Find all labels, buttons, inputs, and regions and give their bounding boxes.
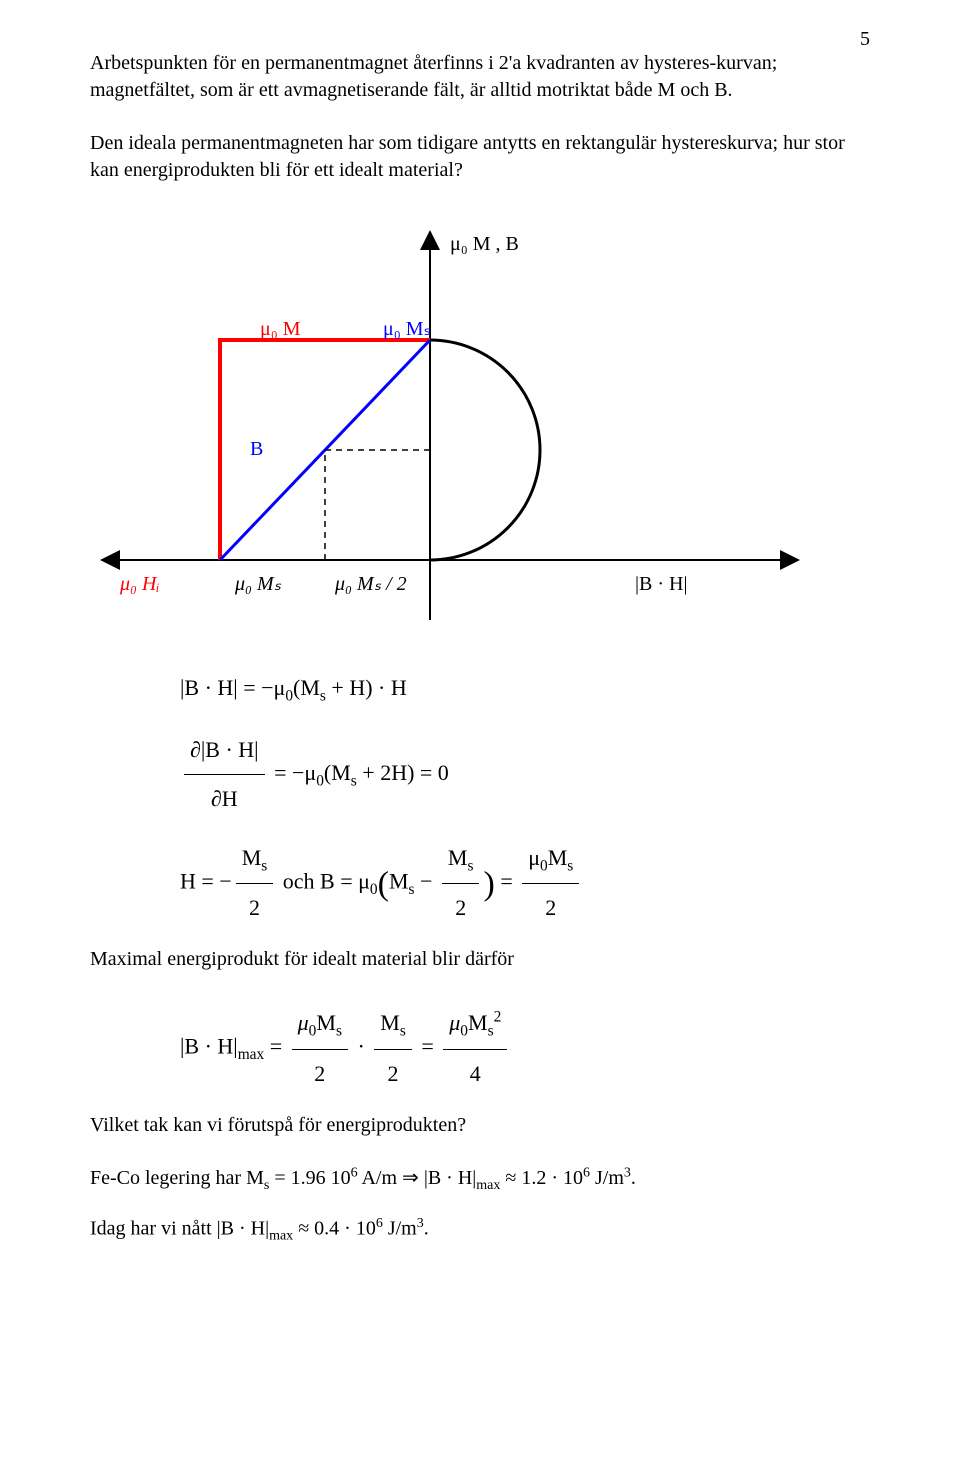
- eq4-n2s: s: [400, 1023, 406, 1040]
- eq2-rhs1: = −μ: [269, 760, 317, 785]
- eq3-den2: 2: [442, 884, 480, 932]
- eq2-paren: (M: [324, 760, 351, 785]
- eq2-frac: ∂|B · H| ∂H: [184, 726, 265, 824]
- paragraph-5: Fe-Co legering har Ms = 1.96 106 A/m ⇒ |…: [90, 1165, 870, 1194]
- eq4-d2: 2: [374, 1050, 412, 1098]
- eq3-num3: M: [548, 845, 568, 870]
- eq2-num: ∂|B · H|: [184, 726, 265, 775]
- p5-max: max: [476, 1178, 500, 1193]
- p6-unit: J/m: [383, 1218, 417, 1240]
- p6-unitexp: 3: [417, 1216, 424, 1231]
- paragraph-2: Den ideala permanentmagneten har som tid…: [90, 130, 870, 184]
- p5-pre: Fe-Co legering har M: [90, 1167, 264, 1189]
- eq4-max: max: [238, 1046, 265, 1063]
- eq1-plus: + H) · H: [326, 675, 407, 700]
- p6-exp: 6: [376, 1216, 383, 1231]
- p5-unitexp: 3: [624, 1165, 631, 1180]
- eq3-frac3: μ0Ms 2: [522, 834, 579, 933]
- eq3-openp: (: [378, 865, 389, 902]
- eq3-pre: H = −: [180, 868, 232, 893]
- eq4-n3exp: 2: [494, 1009, 502, 1026]
- eq3-num2: M: [448, 845, 468, 870]
- eq3-num2s: s: [467, 857, 473, 874]
- eq3-den3: 2: [522, 884, 579, 932]
- eq1-sub0: 0: [285, 687, 293, 704]
- eq4-n1: M: [316, 1010, 336, 1035]
- eq3-frac2: Ms 2: [442, 834, 480, 933]
- svg-text:μ₀ Hᵢ: μ₀ Hᵢ: [119, 573, 160, 595]
- eq2-sub0: 0: [316, 772, 324, 789]
- eq3-frac1: Ms 2: [236, 834, 274, 933]
- svg-text:μ₀ Mₛ / 2: μ₀ Mₛ / 2: [334, 573, 407, 595]
- hysteresis-diagram: μ₀ M , B μ₀ M μ₀ Mₛ B μ₀ Hᵢ μ₀ Mₛ μ₀ Mₛ …: [90, 220, 810, 640]
- eq3-eq: =: [495, 868, 518, 893]
- eq3-ms: M: [389, 868, 409, 893]
- p5-unit: J/m: [590, 1167, 624, 1189]
- equation-4: |B · H|max = μ0Ms 2 · Ms 2 = μ0Ms2 4: [180, 999, 870, 1098]
- paragraph-1: Arbetspunkten för en permanentmagnet åte…: [90, 50, 870, 104]
- page-number: 5: [860, 28, 870, 51]
- p6-pre: Idag har vi nått: [90, 1218, 217, 1240]
- eq4-dot: ·: [352, 1034, 370, 1059]
- eq4-n2: M: [380, 1010, 400, 1035]
- svg-text:|B · H|: |B · H|: [635, 573, 687, 595]
- eq4-n1s: s: [336, 1023, 342, 1040]
- eq4-d1: 2: [292, 1050, 348, 1098]
- p5-mid2: A/m ⇒: [358, 1167, 424, 1189]
- eq3-num3pre: μ: [528, 845, 540, 870]
- eq2-den: ∂H: [184, 775, 265, 823]
- eq3-den: 2: [236, 884, 274, 932]
- p5-exp2: 6: [583, 1165, 590, 1180]
- equation-2: ∂|B · H| ∂H = −μ0(Ms + 2H) = 0: [180, 726, 870, 824]
- p5-mid: = 1.96 10: [269, 1167, 350, 1189]
- eq3-closep: ): [483, 865, 494, 902]
- eq3-num: M: [242, 845, 262, 870]
- p5-after: ≈ 1.2 · 10: [500, 1167, 583, 1189]
- paragraph-4: Vilket tak kan vi förutspå för energipro…: [90, 1112, 870, 1139]
- svg-text:μ₀ M: μ₀ M: [260, 318, 301, 340]
- eq1-mid: = −μ: [238, 675, 286, 700]
- equation-3: H = − Ms 2 och B = μ0(Ms − Ms 2 ) = μ0Ms…: [180, 834, 870, 933]
- eq4-n3sub: 0: [460, 1023, 468, 1040]
- p6-expr: |B · H|: [217, 1218, 269, 1240]
- eq4-n3: M: [468, 1010, 488, 1035]
- p5-exp: 6: [351, 1165, 358, 1180]
- eq3-num3s: s: [567, 857, 573, 874]
- eq3-nums: s: [261, 857, 267, 874]
- eq4-n1pre: μ: [298, 1010, 309, 1035]
- p6-max: max: [269, 1229, 293, 1244]
- eq4-d3: 4: [443, 1050, 507, 1098]
- eq4-frac1: μ0Ms 2: [292, 999, 348, 1098]
- svg-text:μ₀ Mₛ: μ₀ Mₛ: [383, 318, 431, 340]
- eq3-och: och B = μ: [277, 868, 370, 893]
- eq4-frac2: Ms 2: [374, 999, 412, 1098]
- paragraph-6: Idag har vi nått |B · H|max ≈ 0.4 · 106 …: [90, 1216, 870, 1245]
- svg-text:B: B: [250, 438, 263, 460]
- eq1-paren: (M: [293, 675, 320, 700]
- svg-text:μ₀ M , B: μ₀ M , B: [450, 233, 519, 255]
- equation-1: |B · H| = −μ0(Ms + H) · H: [180, 675, 870, 706]
- eq4-frac3: μ0Ms2 4: [443, 999, 507, 1098]
- eq3-sub0: 0: [370, 880, 378, 897]
- eq2-plus: + 2H) = 0: [357, 760, 449, 785]
- eq4-n3pre: μ: [449, 1010, 460, 1035]
- svg-text:μ₀ Mₛ: μ₀ Mₛ: [234, 573, 282, 595]
- p5-dot: .: [631, 1167, 636, 1189]
- eq3-num3sub: 0: [540, 857, 548, 874]
- eq3-minus: −: [415, 868, 438, 893]
- eq4-eq2: =: [416, 1034, 439, 1059]
- eq4-eq: =: [264, 1034, 287, 1059]
- p6-dot: .: [424, 1218, 429, 1240]
- p5-expr: |B · H|: [424, 1167, 476, 1189]
- p6-mid: ≈ 0.4 · 10: [293, 1218, 376, 1240]
- eq1-lhs: |B · H|: [180, 675, 238, 700]
- eq4-lhs: |B · H|: [180, 1034, 238, 1059]
- paragraph-3: Maximal energiprodukt för idealt materia…: [90, 946, 870, 973]
